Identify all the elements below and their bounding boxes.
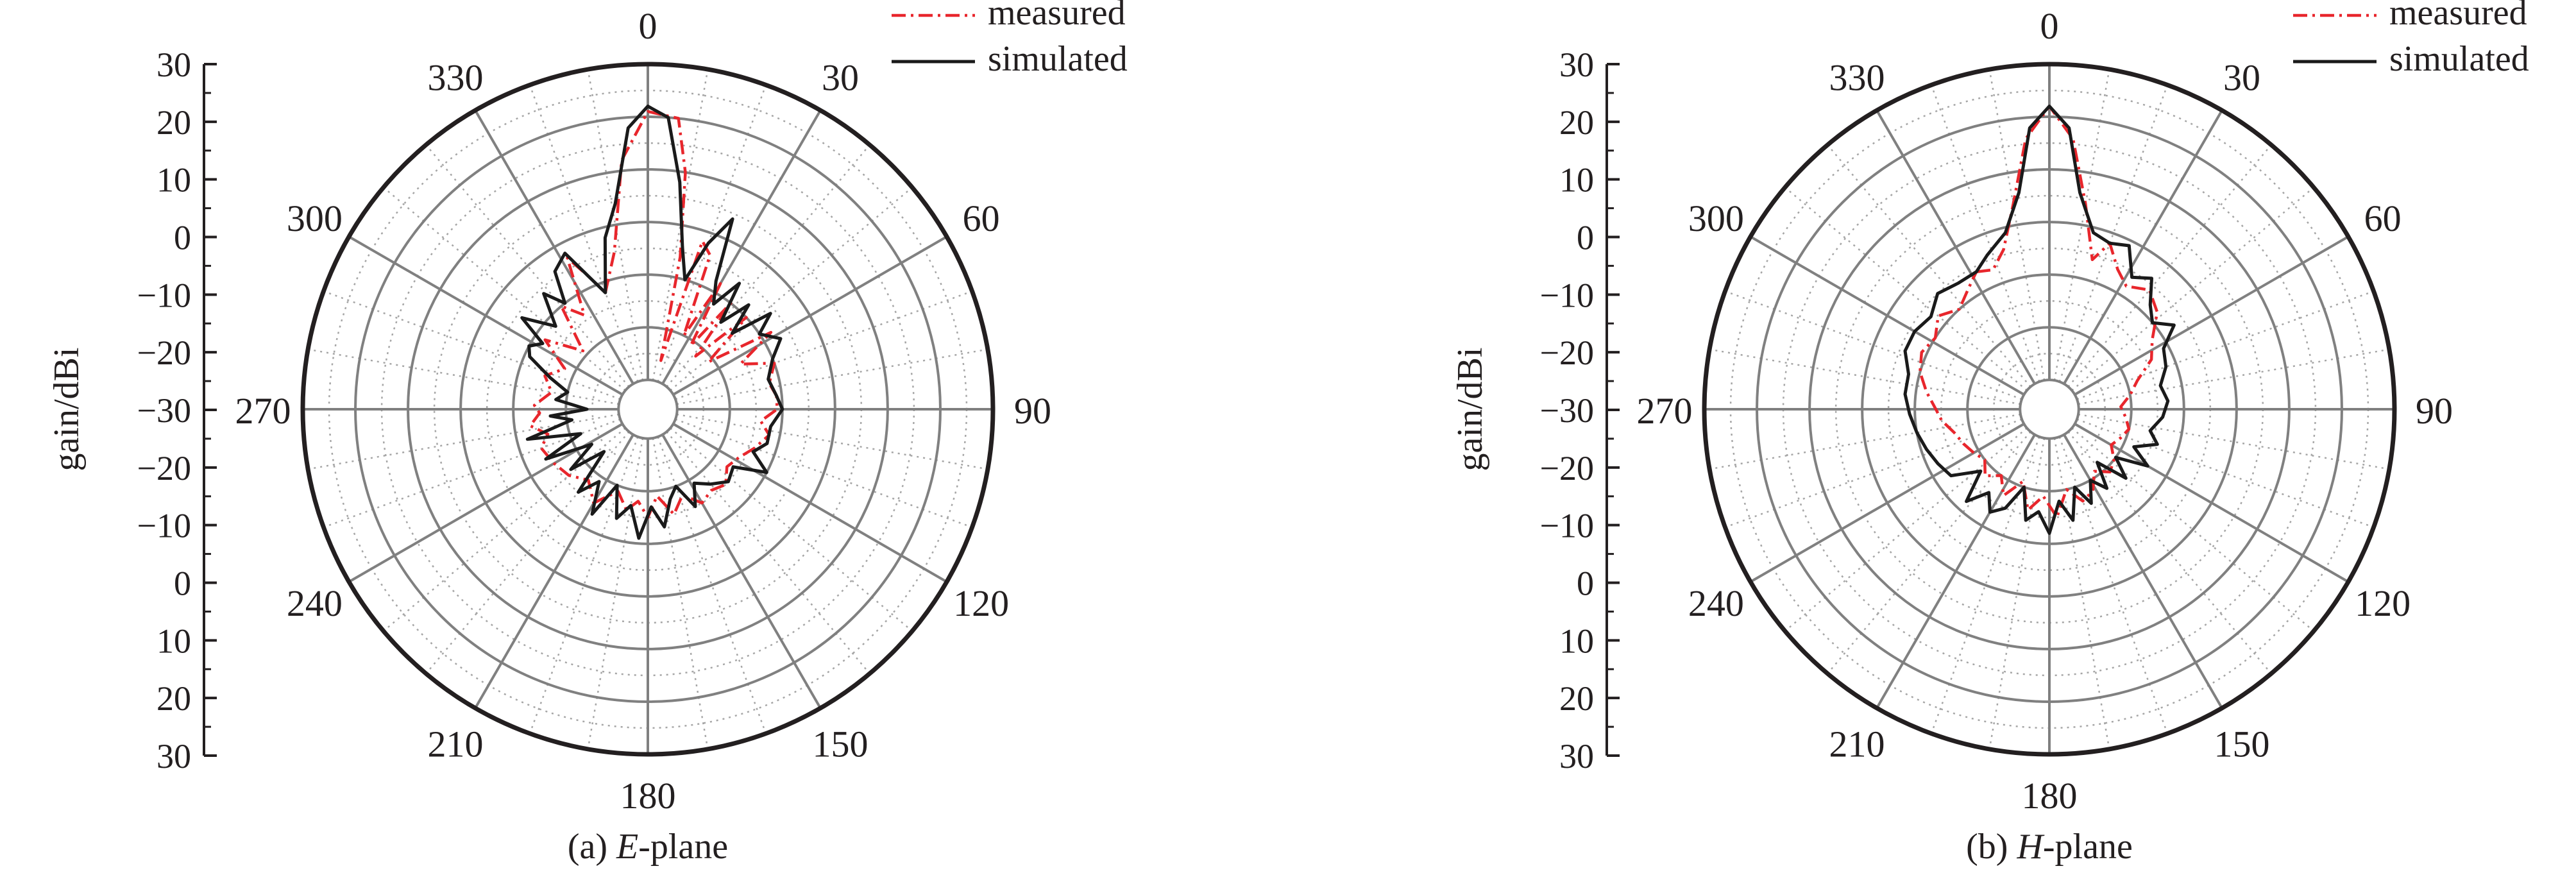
y-tick-label: 20 [1559, 679, 1594, 718]
legend-measured-label: measured [2389, 0, 2527, 33]
grid-major-ring [2019, 378, 2080, 440]
angle-label: 180 [2022, 775, 2078, 817]
angle-label: 180 [620, 775, 676, 817]
angle-label: 240 [287, 582, 343, 624]
polar-outer-boundary [300, 62, 996, 757]
caption-plane-letter: H [2016, 827, 2044, 867]
angle-label: 270 [1637, 390, 1693, 432]
angle-label: 270 [235, 390, 291, 432]
y-tick-label: 0 [174, 219, 191, 257]
y-tick-label: −20 [137, 449, 191, 487]
y-tick-label: −30 [1540, 391, 1594, 430]
angle-label: 30 [2223, 56, 2260, 98]
angle-label: 300 [1688, 198, 1744, 239]
y-tick-label: −20 [1540, 334, 1594, 372]
panel-caption: (b) H-plane [1966, 827, 2133, 867]
y-tick-label: −20 [137, 334, 191, 372]
angle-label: 0 [639, 5, 657, 47]
y-tick-label: 0 [1577, 219, 1594, 257]
panel-caption: (a) E-plane [568, 827, 728, 867]
grid-major-spoke [2074, 235, 2349, 396]
angle-label: 210 [1829, 724, 1885, 765]
grid-major-ring [617, 378, 679, 440]
y-tick-label: −10 [137, 507, 191, 545]
grid-major-spoke [348, 235, 623, 396]
grid-major-spoke [474, 110, 634, 385]
caption-suffix: -plane [638, 827, 728, 867]
y-tick-label: 0 [174, 564, 191, 603]
y-tick-label: 30 [1559, 46, 1594, 84]
grid-major-spoke [1750, 423, 2025, 583]
caption-suffix: -plane [2043, 827, 2133, 867]
angle-label: 30 [822, 56, 859, 98]
y-tick-label: −30 [137, 391, 191, 430]
angle-label: 150 [2214, 724, 2270, 765]
y-axis-label: gain/dBi [1450, 348, 1490, 471]
y-tick-label: 10 [157, 622, 191, 660]
angle-label: 210 [428, 724, 484, 765]
series-simulated-line [1903, 105, 2176, 535]
y-tick-label: 30 [157, 737, 191, 776]
y-axis-label: gain/dBi [47, 348, 87, 471]
grid-major-spoke [1750, 235, 2025, 396]
angle-label: 300 [287, 198, 343, 239]
grid-major-spoke [2074, 423, 2349, 583]
panel-e-plane: 03060901201501802102402703003303020100−1… [47, 0, 1128, 867]
grid-major-spoke [1876, 110, 2036, 385]
series-measured-line [529, 110, 779, 520]
y-tick-label: −10 [1540, 276, 1594, 314]
grid-major-spoke [672, 423, 947, 583]
angle-label: 150 [813, 724, 869, 765]
angle-label: 0 [2040, 5, 2059, 47]
y-tick-label: 20 [1559, 103, 1594, 142]
angle-label: 120 [2355, 582, 2411, 624]
grid-major-spoke [2063, 110, 2223, 385]
angle-label: 60 [963, 198, 1000, 239]
angle-label: 90 [1014, 390, 1051, 432]
angle-label: 240 [1688, 582, 1744, 624]
legend-simulated-label: simulated [988, 39, 1128, 79]
grid-major-spoke [661, 434, 822, 709]
angle-label: 90 [2416, 390, 2453, 432]
grid-major-spoke [1876, 434, 2036, 709]
caption-prefix: (b) [1966, 827, 2017, 867]
series-simulated-line [520, 105, 784, 540]
legend-simulated-label: simulated [2389, 39, 2529, 79]
caption-prefix: (a) [568, 827, 616, 867]
grid-major-spoke [474, 434, 634, 709]
legend-measured-label: measured [988, 0, 1126, 33]
y-tick-label: 30 [1559, 737, 1594, 776]
y-tick-label: 10 [1559, 622, 1594, 660]
panel-h-plane: 03060901201501802102402703003303020100−1… [1450, 0, 2529, 867]
y-tick-label: −10 [137, 276, 191, 314]
y-tick-label: 0 [1577, 564, 1594, 603]
y-tick-label: 30 [157, 46, 191, 84]
y-tick-label: −20 [1540, 449, 1594, 487]
angle-label: 60 [2364, 198, 2402, 239]
grid-major-spoke [672, 235, 947, 396]
caption-plane-letter: E [616, 827, 638, 867]
angle-label: 330 [1829, 56, 1885, 98]
polar-outer-boundary [1702, 62, 2397, 757]
y-tick-label: 10 [1559, 161, 1594, 199]
y-tick-label: 20 [157, 103, 191, 142]
y-tick-label: −10 [1540, 507, 1594, 545]
angle-label: 120 [953, 582, 1009, 624]
angle-label: 330 [428, 56, 484, 98]
grid-major-spoke [661, 110, 822, 385]
y-tick-label: 10 [157, 161, 191, 199]
y-tick-label: 20 [157, 679, 191, 718]
